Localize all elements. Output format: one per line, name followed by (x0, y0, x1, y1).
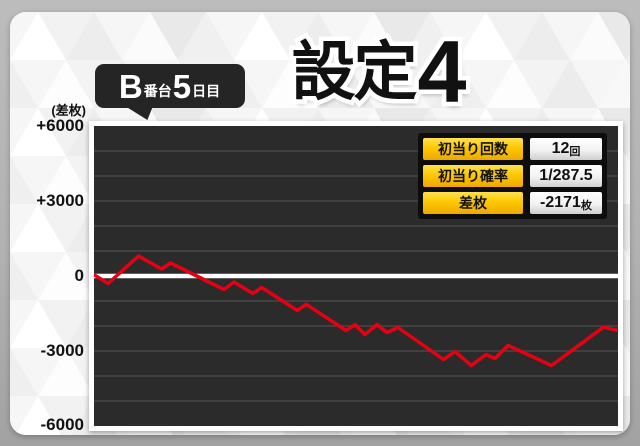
machine-letter: B (118, 67, 143, 105)
stat-value-first-hit-rate: 1/287.5 (530, 165, 602, 187)
y-tick-6000: +6000 (36, 116, 84, 135)
stat-value-diff-medals: -2171 枚 (530, 192, 602, 214)
page-title-outline: 設定 4 (287, 22, 471, 121)
title-prefix: 設定 (291, 36, 418, 108)
stat-label-first-hit-count: 初当り回数 (423, 138, 523, 160)
machine-day-badge: B 番台 5 日目 (95, 64, 245, 120)
stat-label-diff-medals: 差枚 (423, 192, 523, 214)
result-card: B 番台 5 日目 設定 4 設定 4 (差枚) +6000 +3000 0 -30… (10, 12, 630, 435)
table-row: 差枚 -2171 枚 (423, 192, 602, 214)
page-title-text: 設定 4 (291, 22, 467, 121)
table-row: 初当り回数 12 回 (423, 138, 602, 160)
machine-suffix: 番台 (143, 83, 172, 99)
title-number: 4 (417, 22, 467, 121)
y-tick-3000: +3000 (36, 191, 84, 210)
stats-table: 初当り回数 12 回 初当り確率 1/287.5 差枚 -2171 枚 (418, 133, 607, 219)
y-tick-neg3000: -3000 (40, 341, 84, 360)
stat-value-first-hit-count: 12 回 (530, 138, 602, 160)
y-tick-neg6000: -6000 (40, 415, 84, 434)
y-axis-unit-label: (差枚) (51, 103, 86, 118)
stat-unit: 枚 (580, 199, 592, 212)
day-number: 5 (172, 67, 192, 105)
stat-unit: 回 (569, 145, 581, 158)
table-row: 初当り確率 1/287.5 (423, 165, 602, 187)
y-tick-0: 0 (74, 266, 84, 285)
stat-label-first-hit-rate: 初当り確率 (423, 165, 523, 187)
page-title: 設定 4 設定 4 (263, 22, 493, 122)
day-suffix: 日目 (192, 83, 221, 99)
